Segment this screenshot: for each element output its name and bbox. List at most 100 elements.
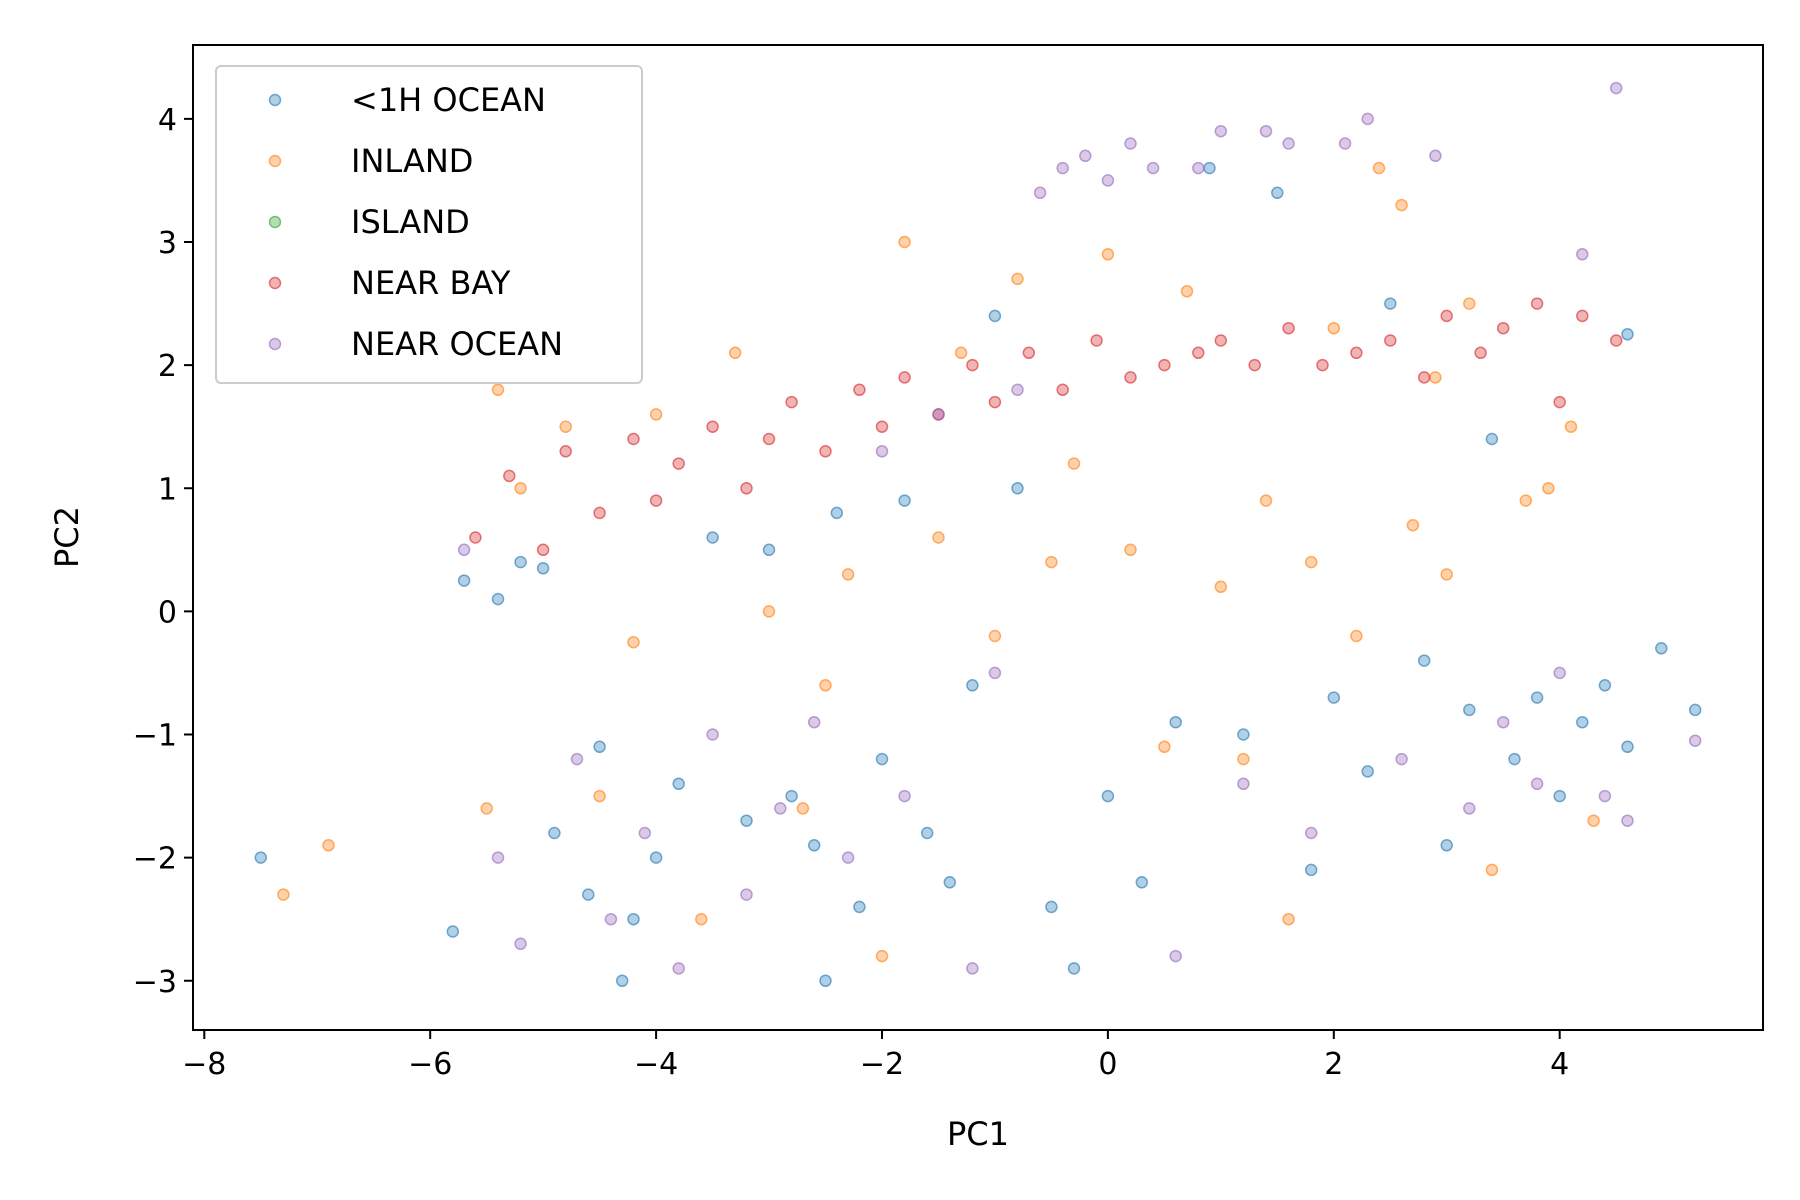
data-point [514, 482, 527, 495]
data-point [988, 395, 1002, 409]
data-point [514, 937, 527, 951]
data-point [627, 432, 640, 446]
series-0 [254, 161, 1702, 988]
x-tick-label: 0 [1098, 1047, 1117, 1082]
data-point [649, 494, 663, 507]
data-point [762, 432, 776, 446]
data-point [875, 752, 889, 766]
data-point [638, 826, 652, 840]
data-point [988, 629, 1002, 643]
x-axis: −8 −6 −4 −2 0 2 4 [182, 1030, 1569, 1082]
data-point [1576, 309, 1589, 323]
data-point [898, 494, 911, 507]
data-point [932, 531, 945, 544]
data-point [1530, 297, 1544, 310]
data-point [1259, 494, 1273, 507]
data-point [1688, 703, 1702, 717]
data-point [1372, 161, 1386, 175]
data-point [819, 974, 832, 988]
data-point [1192, 346, 1205, 360]
data-point [1214, 334, 1228, 347]
data-point [322, 839, 335, 852]
data-point [672, 457, 685, 470]
data-point [954, 346, 968, 360]
data-point [254, 851, 268, 864]
data-point [740, 482, 753, 495]
data-point [1621, 814, 1634, 827]
data-point [1271, 186, 1284, 200]
legend-marker [268, 215, 282, 229]
data-point [1079, 149, 1092, 163]
data-point [943, 876, 957, 889]
data-point [615, 974, 629, 988]
data-point [762, 543, 776, 557]
data-point [593, 740, 606, 754]
data-point [1282, 137, 1295, 150]
data-point [1304, 555, 1318, 569]
data-point [1248, 358, 1261, 372]
series-1 [277, 161, 1600, 963]
data-point [1553, 666, 1566, 680]
data-point [570, 752, 584, 766]
data-point [649, 408, 663, 421]
data-point [548, 826, 561, 840]
data-point [559, 420, 572, 433]
data-point [1417, 654, 1431, 667]
data-point [1101, 248, 1115, 261]
data-point [1237, 752, 1250, 766]
data-point [1056, 383, 1069, 397]
data-point [740, 888, 753, 901]
data-point [1282, 912, 1295, 926]
data-point [807, 715, 821, 729]
data-point [1045, 555, 1058, 569]
x-tick-label: 2 [1324, 1047, 1343, 1082]
data-point [672, 962, 685, 975]
data-point [559, 445, 572, 458]
data-point [277, 888, 290, 901]
data-point [1304, 826, 1318, 840]
data-point [841, 568, 855, 581]
data-point [1395, 198, 1408, 212]
data-point [457, 574, 471, 587]
data-point [1045, 900, 1058, 914]
data-point [774, 802, 787, 815]
data-point [898, 371, 911, 384]
data-point [1440, 568, 1453, 581]
data-point [1519, 494, 1533, 507]
data-point [480, 802, 493, 815]
data-point [1463, 703, 1476, 717]
data-point [898, 789, 911, 803]
legend-marker [268, 276, 282, 290]
data-point [1384, 334, 1397, 347]
data-point [920, 826, 934, 840]
x-axis-label: PC1 [947, 1115, 1009, 1153]
y-axis-label: PC2 [48, 506, 86, 568]
data-point [1033, 186, 1047, 200]
data-point [966, 679, 979, 692]
data-point [457, 543, 471, 557]
legend-label: NEAR OCEAN [351, 325, 563, 363]
data-point [1350, 629, 1363, 643]
data-point [446, 925, 460, 938]
data-point [503, 469, 516, 483]
data-point [649, 851, 663, 864]
data-point [1124, 371, 1137, 384]
data-point [1576, 715, 1589, 729]
data-point [1417, 371, 1431, 384]
data-point [1688, 734, 1702, 747]
legend-label: <1H OCEAN [351, 81, 546, 119]
data-point [1203, 161, 1216, 175]
data-point [491, 383, 505, 397]
data-point [988, 309, 1002, 323]
data-point [853, 900, 866, 914]
data-point [1621, 740, 1634, 754]
data-point [1169, 715, 1182, 729]
x-tick-label: −2 [860, 1047, 904, 1082]
data-point [491, 851, 505, 864]
data-point [1395, 752, 1408, 766]
plot-frame [192, 44, 1764, 1031]
data-point [830, 506, 844, 520]
data-point [1485, 863, 1499, 877]
data-point [1350, 346, 1363, 360]
data-point [1259, 124, 1273, 138]
